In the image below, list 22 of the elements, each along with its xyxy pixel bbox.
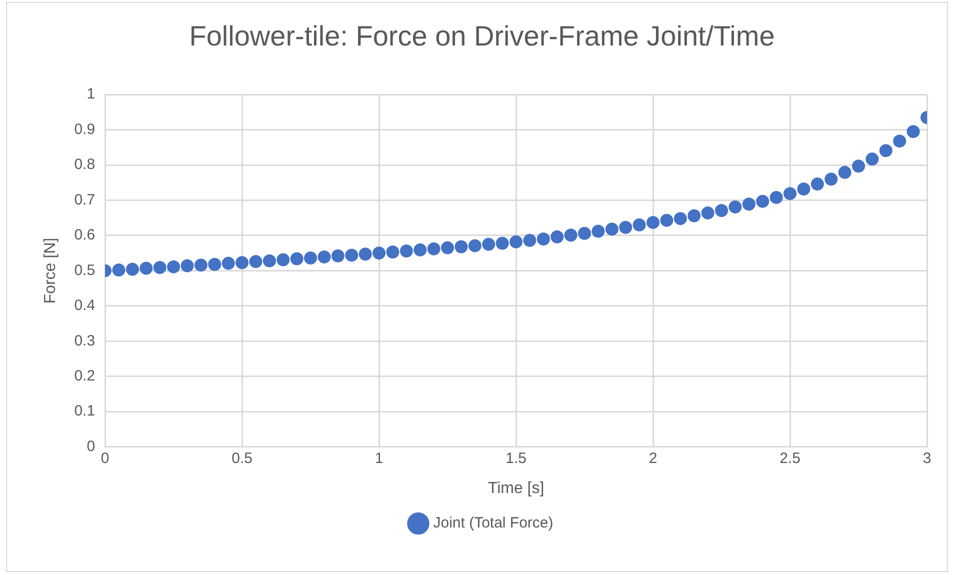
legend-label: Joint (Total Force) bbox=[433, 514, 554, 532]
y-tick-label: 0.6 bbox=[74, 226, 96, 244]
y-tick-label: 0.8 bbox=[74, 156, 96, 174]
y-tick-label: 0 bbox=[86, 438, 96, 455]
y-tick-label: 1 bbox=[86, 86, 96, 103]
x-tick-label: 0 bbox=[100, 450, 110, 467]
x-tick-label: 3 bbox=[922, 450, 932, 467]
x-tick-label: 2 bbox=[648, 450, 658, 467]
y-tick-label: 0.1 bbox=[74, 402, 96, 420]
y-tick-label: 0.3 bbox=[74, 332, 96, 350]
y-tick-label: 0.5 bbox=[74, 262, 96, 279]
y-tick-label: 0.9 bbox=[74, 120, 96, 138]
x-tick-label: 2.5 bbox=[780, 450, 800, 467]
x-tick-label: 1 bbox=[374, 450, 384, 467]
x-tick-label: 0.5 bbox=[232, 450, 252, 467]
y-tick-label: 0.7 bbox=[74, 191, 96, 208]
x-tick-label: 1.5 bbox=[506, 450, 526, 467]
y-tick-label: 0.4 bbox=[74, 297, 96, 314]
x-axis-title: Time [s] bbox=[488, 480, 544, 497]
chart-title: Follower-tile: Force on Driver-Frame Joint/Time bbox=[189, 20, 775, 52]
y-tick-label: 0.2 bbox=[74, 368, 96, 384]
y-axis-title: Force [N] bbox=[42, 238, 60, 304]
